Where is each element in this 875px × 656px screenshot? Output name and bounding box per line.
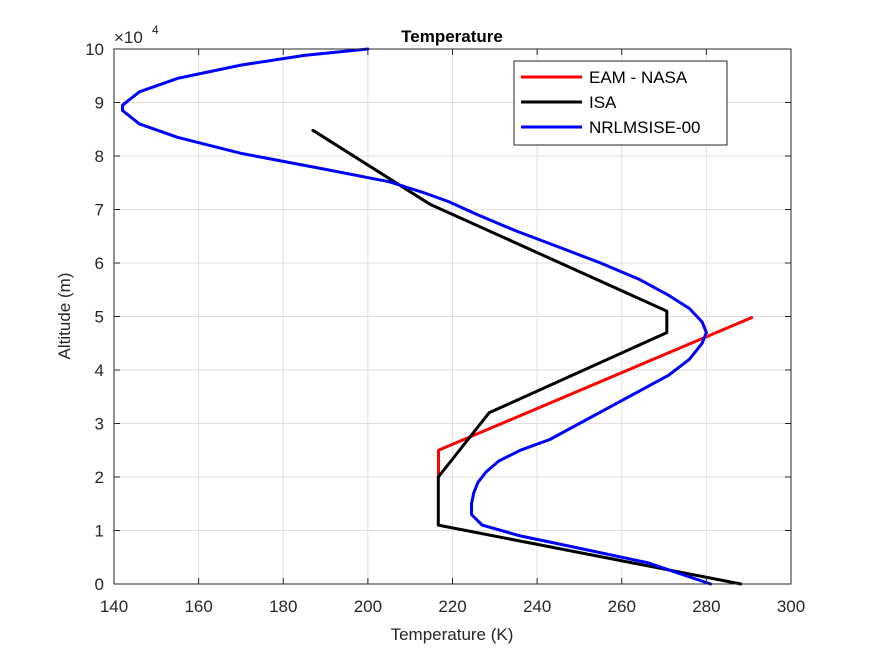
x-tick-label: 260 bbox=[608, 597, 636, 616]
y-tick-label: 0 bbox=[95, 575, 104, 594]
y-tick-label: 3 bbox=[95, 415, 104, 434]
x-tick-label: 300 bbox=[777, 597, 805, 616]
series-line-nrlmsise-00 bbox=[121, 47, 713, 586]
y-tick-label: 1 bbox=[95, 522, 104, 541]
y-tick-label: 10 bbox=[85, 40, 104, 59]
x-tick-label: 220 bbox=[438, 597, 466, 616]
y-tick-label: 9 bbox=[95, 94, 104, 113]
legend-label-nrlmsise-00: NRLMSISE-00 bbox=[589, 118, 700, 137]
y-multiplier-exponent: 4 bbox=[152, 23, 159, 37]
axis-ticks bbox=[113, 48, 792, 585]
y-tick-label: 8 bbox=[95, 147, 104, 166]
x-tick-label: 180 bbox=[269, 597, 297, 616]
series-lines bbox=[121, 47, 754, 586]
legend-label-eam-nasa: EAM - NASA bbox=[589, 68, 688, 87]
legend: EAM - NASA ISA NRLMSISE-00 bbox=[513, 60, 728, 146]
x-axis-label: Temperature (K) bbox=[391, 625, 514, 644]
y-tick-labels: 0 1 2 3 4 5 6 7 8 9 10 bbox=[85, 40, 104, 594]
series-line-isa bbox=[311, 128, 743, 586]
legend-entries: EAM - NASA ISA NRLMSISE-00 bbox=[521, 68, 700, 137]
y-tick-label: 7 bbox=[95, 201, 104, 220]
y-tick-label: 2 bbox=[95, 468, 104, 487]
legend-label-isa: ISA bbox=[589, 93, 617, 112]
y-multiplier-base: ×10 bbox=[114, 28, 143, 47]
y-tick-label: 6 bbox=[95, 254, 104, 273]
x-tick-label: 140 bbox=[100, 597, 128, 616]
chart-title: Temperature bbox=[401, 27, 503, 46]
x-tick-labels: 140 160 180 200 220 240 260 280 300 bbox=[100, 597, 805, 616]
series-line-eam-nasa bbox=[437, 316, 754, 479]
x-tick-label: 160 bbox=[184, 597, 212, 616]
y-axis-label: Altitude (m) bbox=[55, 273, 74, 360]
x-tick-label: 280 bbox=[692, 597, 720, 616]
x-tick-label: 240 bbox=[523, 597, 551, 616]
y-tick-label: 4 bbox=[95, 361, 104, 380]
y-tick-label: 5 bbox=[95, 308, 104, 327]
x-tick-label: 200 bbox=[354, 597, 382, 616]
